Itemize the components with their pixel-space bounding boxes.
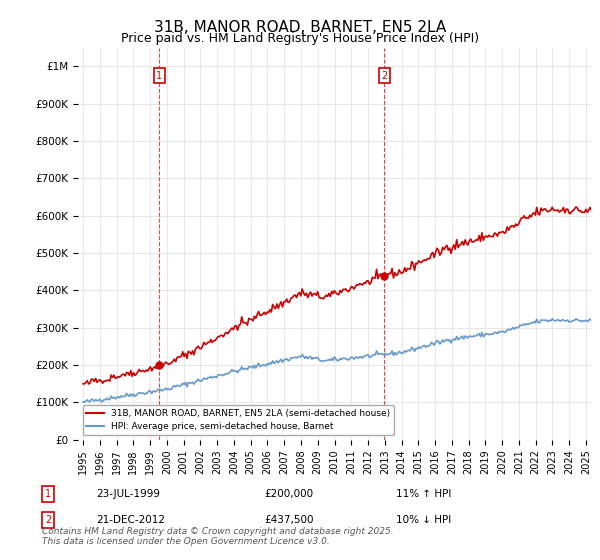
Text: 31B, MANOR ROAD, BARNET, EN5 2LA: 31B, MANOR ROAD, BARNET, EN5 2LA (154, 20, 446, 35)
Text: 21-DEC-2012: 21-DEC-2012 (96, 515, 165, 525)
Text: 1: 1 (45, 489, 51, 499)
Text: 2: 2 (381, 71, 388, 81)
Text: £437,500: £437,500 (264, 515, 314, 525)
Text: 23-JUL-1999: 23-JUL-1999 (96, 489, 160, 499)
Text: Price paid vs. HM Land Registry's House Price Index (HPI): Price paid vs. HM Land Registry's House … (121, 32, 479, 45)
Text: 10% ↓ HPI: 10% ↓ HPI (396, 515, 451, 525)
Text: Contains HM Land Registry data © Crown copyright and database right 2025.
This d: Contains HM Land Registry data © Crown c… (42, 526, 394, 546)
Text: 2: 2 (45, 515, 51, 525)
Text: 1: 1 (156, 71, 163, 81)
Text: £200,000: £200,000 (264, 489, 313, 499)
Legend: 31B, MANOR ROAD, BARNET, EN5 2LA (semi-detached house), HPI: Average price, semi: 31B, MANOR ROAD, BARNET, EN5 2LA (semi-d… (83, 405, 394, 435)
Text: 11% ↑ HPI: 11% ↑ HPI (396, 489, 451, 499)
